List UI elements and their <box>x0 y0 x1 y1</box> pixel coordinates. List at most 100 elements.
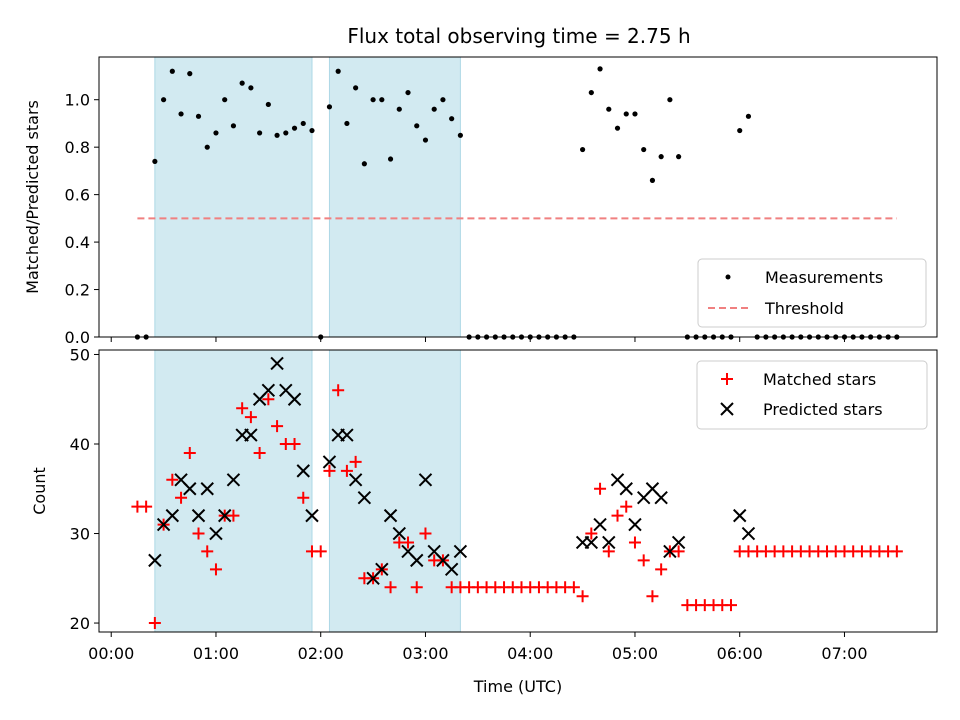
measurement-point <box>623 111 629 117</box>
matched-star-point <box>271 420 284 433</box>
top-y-tick-label: 0.8 <box>65 138 90 157</box>
matched-star-point <box>672 545 685 558</box>
predicted-star-point <box>261 383 276 397</box>
predicted-star-point <box>287 392 302 406</box>
predicted-star-point <box>628 517 642 532</box>
matched-star-point <box>611 509 624 522</box>
predicted-star-point <box>296 464 310 478</box>
bottom-shaded-regions <box>154 349 461 633</box>
matched-star-point <box>227 509 240 522</box>
matched-star-point <box>340 464 353 477</box>
matched-star-point <box>890 545 903 558</box>
legend-marker-matched <box>721 373 733 385</box>
measurement-point <box>745 113 752 119</box>
bottom-y-tick-label: 20 <box>70 614 90 633</box>
matched-star-point <box>175 491 188 504</box>
measurement-point <box>414 123 420 129</box>
matched-star-point <box>209 563 222 576</box>
predicted-star-point <box>671 535 686 550</box>
top-y-axis-label: Matched/Predicted stars <box>23 100 42 294</box>
predicted-star-point <box>348 473 363 487</box>
measurement-point <box>326 104 333 110</box>
matched-star-point <box>628 536 641 549</box>
predicted-star-point <box>741 526 756 541</box>
predicted-star-point <box>165 508 180 523</box>
bottom-x-tick-label: 01:00 <box>193 644 239 663</box>
matched-star-point <box>402 536 415 549</box>
legend-label-matched: Matched stars <box>763 370 876 389</box>
shaded-interval <box>328 56 461 338</box>
measurement-point <box>387 156 394 162</box>
top-y-tick-label: 0.2 <box>65 281 90 300</box>
matched-star-point <box>140 500 153 513</box>
measurement-point <box>440 97 446 103</box>
predicted-star-point <box>375 562 389 577</box>
bottom-y-ticks: 20 30 40 50 <box>70 345 99 633</box>
predicted-star-point <box>244 428 258 442</box>
bottom-y-tick-label: 50 <box>70 345 90 364</box>
shaded-interval <box>328 349 461 633</box>
matched-star-point <box>724 599 737 612</box>
measurement-point <box>265 101 271 108</box>
predicted-star-point <box>584 535 599 550</box>
predicted-star-point <box>602 535 616 550</box>
bottom-x-tick-label: 05:00 <box>612 644 658 663</box>
bottom-y-axis-label: Count <box>30 467 49 515</box>
predicted-star-point <box>444 562 459 577</box>
matched-star-point <box>332 384 345 397</box>
top-shaded-regions <box>154 56 461 338</box>
measurement-point <box>457 132 463 138</box>
matched-star-point <box>314 545 327 558</box>
predicted-star-point <box>305 508 319 523</box>
matched-star-point <box>166 473 179 486</box>
matched-star-point <box>410 581 423 594</box>
measurement-point <box>230 123 237 129</box>
matched-stars-points <box>131 384 903 630</box>
bottom-legend-box <box>696 360 928 430</box>
legend-label-measurements: Measurements <box>765 268 883 287</box>
matched-star-point <box>576 590 589 603</box>
measurement-point <box>187 71 193 77</box>
predicted-star-point <box>453 544 468 559</box>
measurement-point <box>274 132 280 138</box>
top-y-tick-label: 0.4 <box>65 233 90 252</box>
predicted-star-point <box>410 553 424 568</box>
legend-label-threshold: Threshold <box>764 299 844 318</box>
measurement-point <box>606 106 612 112</box>
bottom-y-tick-label: 40 <box>70 435 90 454</box>
matched-star-point <box>594 482 607 495</box>
bottom-x-tick-label: 03:00 <box>402 644 448 663</box>
measurement-point <box>160 97 167 103</box>
matched-star-point <box>384 581 397 594</box>
measurement-point <box>283 130 289 136</box>
measurement-point <box>614 125 621 131</box>
top-x-ticks <box>110 337 845 342</box>
top-y-ticks: 0.0 0.2 0.4 0.6 0.8 1.0 <box>65 91 99 347</box>
shaded-interval <box>154 56 313 338</box>
measurement-point <box>370 97 376 103</box>
predicted-stars-points <box>148 356 756 585</box>
chart-title: Flux total observing time = 2.75 h <box>347 24 690 48</box>
legend-marker-measurements <box>725 274 731 280</box>
bottom-x-tick-label: 04:00 <box>507 644 553 663</box>
bottom-x-tick-label: 02:00 <box>298 644 344 663</box>
matched-star-point <box>419 527 432 540</box>
bottom-y-tick-label: 30 <box>70 525 90 544</box>
matched-star-point <box>262 393 275 406</box>
bottom-x-tick-label: 06:00 <box>717 644 763 663</box>
x-axis-label: Time (UTC) <box>473 677 562 696</box>
measurement-point <box>667 97 673 103</box>
measurement-point <box>396 106 402 112</box>
predicted-star-point <box>357 491 372 505</box>
measurement-point <box>248 85 254 91</box>
bottom-x-ticks: 00:00 01:00 02:00 03:00 04:00 05:00 06:00 07:00 <box>88 632 868 663</box>
predicted-star-point <box>226 473 241 487</box>
measurement-point <box>361 161 367 167</box>
top-panel: 0.0 0.2 0.4 0.6 0.8 1.0 Matched/Predicted sta… <box>23 56 938 347</box>
measurement-point <box>239 80 245 86</box>
predicted-star-point <box>392 526 406 541</box>
matched-star-point <box>655 563 668 576</box>
measurement-point <box>422 137 429 143</box>
matched-star-point <box>297 491 310 504</box>
